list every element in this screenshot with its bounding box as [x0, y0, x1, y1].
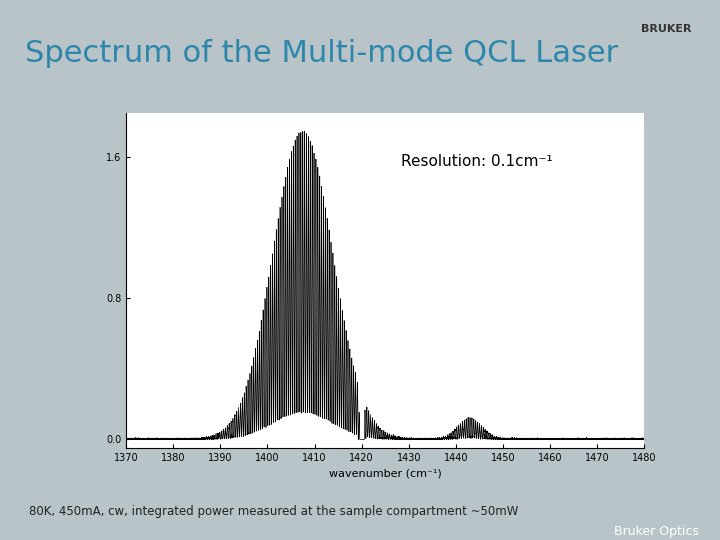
Text: 80K, 450mA, cw, integrated power measured at the sample compartment ~50mW: 80K, 450mA, cw, integrated power measure… [29, 505, 518, 518]
Text: Spectrum of the Multi-mode QCL Laser: Spectrum of the Multi-mode QCL Laser [25, 39, 618, 68]
Text: Bruker Optics: Bruker Optics [613, 525, 698, 538]
X-axis label: wavenumber (cm⁻¹): wavenumber (cm⁻¹) [329, 469, 441, 478]
Text: Resolution: 0.1cm⁻¹: Resolution: 0.1cm⁻¹ [401, 153, 552, 168]
Text: BRUKER: BRUKER [641, 24, 691, 35]
